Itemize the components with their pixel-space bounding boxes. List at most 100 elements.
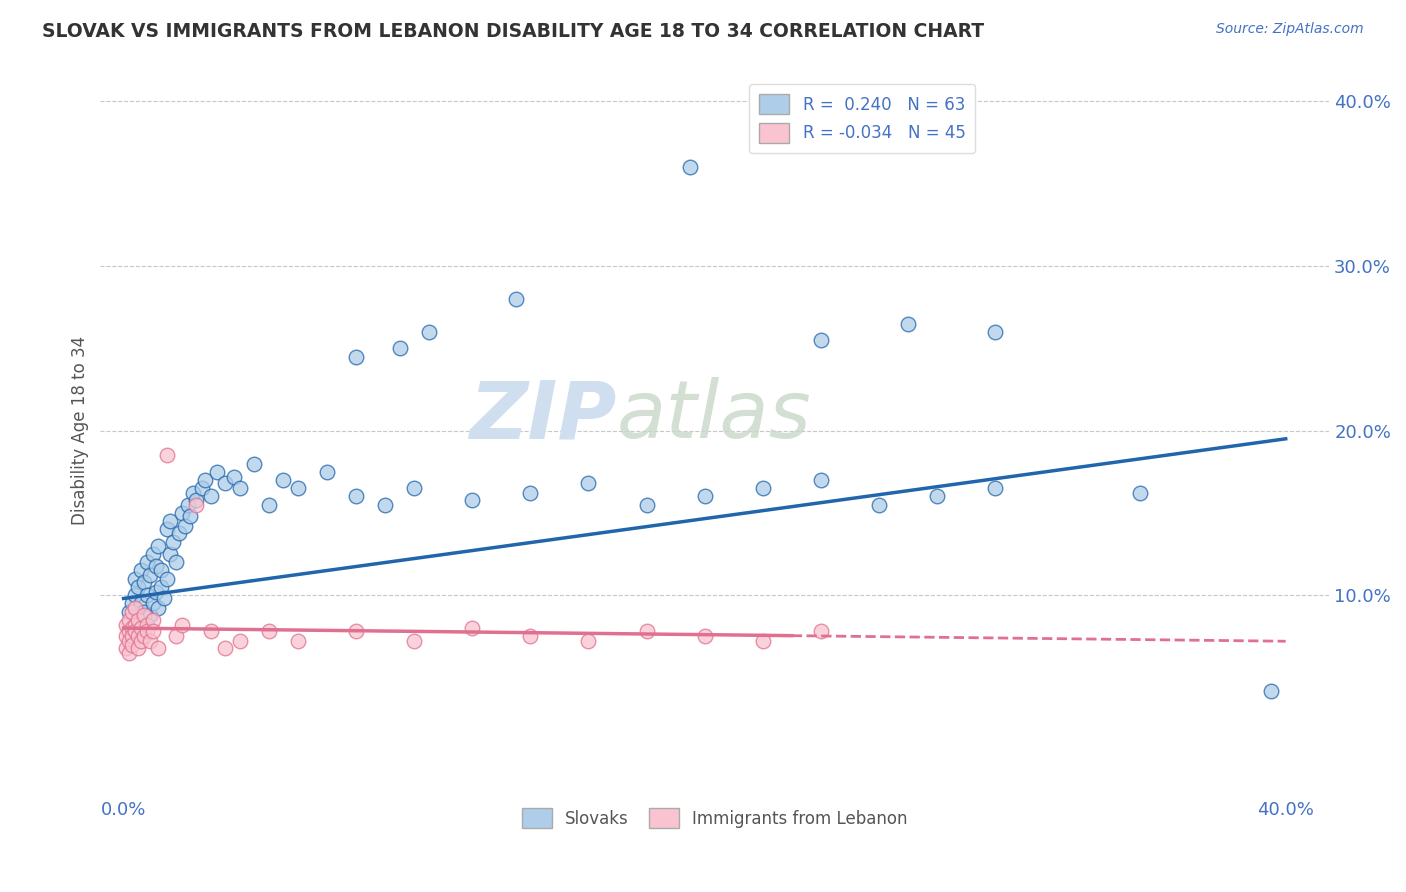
Point	[751, 481, 773, 495]
Point	[186, 492, 208, 507]
Point	[127, 629, 149, 643]
Point	[1260, 683, 1282, 698]
Point	[145, 558, 167, 573]
Point	[124, 572, 146, 586]
Point	[142, 596, 165, 610]
Point	[287, 481, 309, 495]
Point	[129, 634, 152, 648]
Point	[344, 350, 367, 364]
Point	[984, 325, 1007, 339]
Point	[693, 490, 716, 504]
Point	[142, 613, 165, 627]
Point	[519, 486, 541, 500]
Point	[118, 605, 141, 619]
Point	[162, 535, 184, 549]
Text: SLOVAK VS IMMIGRANTS FROM LEBANON DISABILITY AGE 18 TO 34 CORRELATION CHART: SLOVAK VS IMMIGRANTS FROM LEBANON DISABI…	[42, 22, 984, 41]
Point	[127, 580, 149, 594]
Point	[693, 629, 716, 643]
Point	[121, 596, 143, 610]
Text: ZIP: ZIP	[470, 377, 616, 455]
Point	[897, 317, 920, 331]
Point	[170, 617, 193, 632]
Point	[129, 621, 152, 635]
Point	[810, 333, 832, 347]
Point	[150, 564, 173, 578]
Point	[578, 634, 600, 648]
Point	[139, 568, 162, 582]
Point	[118, 646, 141, 660]
Point	[124, 624, 146, 639]
Point	[159, 514, 181, 528]
Text: Source: ZipAtlas.com: Source: ZipAtlas.com	[1216, 22, 1364, 37]
Point	[170, 506, 193, 520]
Point	[173, 519, 195, 533]
Point	[461, 492, 484, 507]
Point	[115, 640, 138, 655]
Point	[636, 498, 658, 512]
Point	[461, 621, 484, 635]
Point	[156, 572, 179, 586]
Point	[200, 490, 222, 504]
Point	[145, 585, 167, 599]
Point	[148, 601, 170, 615]
Point	[156, 448, 179, 462]
Point	[214, 640, 236, 655]
Point	[167, 525, 190, 540]
Point	[181, 486, 204, 500]
Point	[121, 621, 143, 635]
Point	[374, 498, 396, 512]
Point	[153, 591, 176, 606]
Point	[243, 457, 266, 471]
Point	[287, 634, 309, 648]
Point	[229, 634, 252, 648]
Point	[127, 640, 149, 655]
Point	[404, 481, 426, 495]
Text: 40.0%: 40.0%	[1257, 801, 1315, 819]
Point	[404, 634, 426, 648]
Point	[222, 469, 245, 483]
Point	[142, 624, 165, 639]
Point	[132, 605, 155, 619]
Point	[115, 617, 138, 632]
Point	[418, 325, 440, 339]
Point	[176, 498, 198, 512]
Point	[121, 638, 143, 652]
Point	[191, 481, 214, 495]
Point	[115, 629, 138, 643]
Point	[121, 629, 143, 643]
Point	[519, 629, 541, 643]
Text: 0.0%: 0.0%	[101, 801, 146, 819]
Point	[200, 624, 222, 639]
Point	[165, 629, 187, 643]
Point	[316, 465, 339, 479]
Point	[127, 613, 149, 627]
Point	[135, 555, 157, 569]
Point	[578, 476, 600, 491]
Point	[124, 601, 146, 615]
Point	[636, 624, 658, 639]
Point	[925, 490, 948, 504]
Legend: Slovaks, Immigrants from Lebanon: Slovaks, Immigrants from Lebanon	[515, 801, 914, 835]
Point	[139, 607, 162, 622]
Point	[344, 490, 367, 504]
Point	[124, 588, 146, 602]
Point	[118, 624, 141, 639]
Point	[229, 481, 252, 495]
Point	[124, 617, 146, 632]
Point	[127, 613, 149, 627]
Point	[132, 607, 155, 622]
Point	[179, 509, 201, 524]
Point	[165, 555, 187, 569]
Point	[118, 613, 141, 627]
Point	[159, 547, 181, 561]
Point	[344, 624, 367, 639]
Point	[135, 624, 157, 639]
Point	[121, 605, 143, 619]
Point	[129, 596, 152, 610]
Point	[505, 292, 527, 306]
Point	[257, 624, 280, 639]
Point	[142, 547, 165, 561]
Point	[810, 624, 832, 639]
Point	[214, 476, 236, 491]
Point	[135, 588, 157, 602]
